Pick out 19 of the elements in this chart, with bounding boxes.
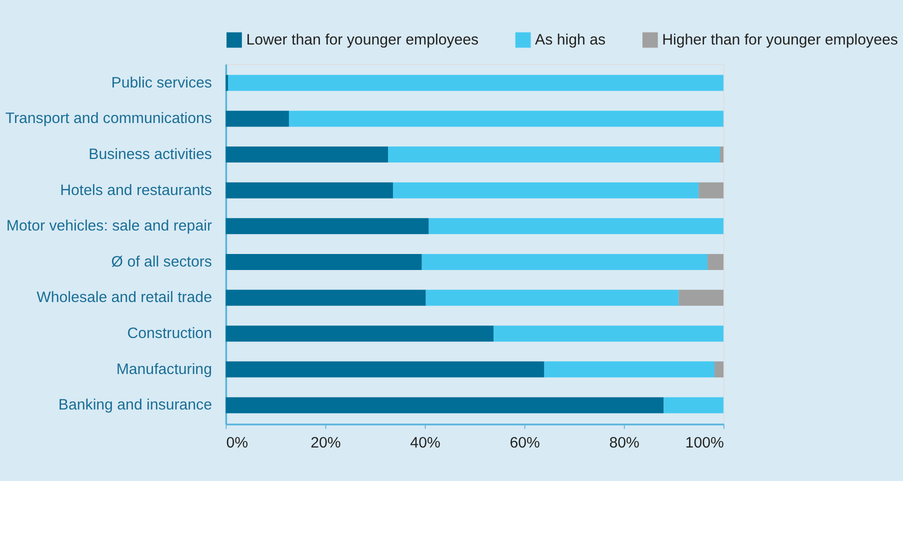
y-tick-label: Manufacturing — [116, 360, 212, 378]
y-tick-label: Wholesale and retail trade — [36, 289, 212, 306]
y-tick-label: Banking and insurance — [58, 396, 212, 414]
y-tick-label: Motor vehicles: sale and repair — [6, 218, 212, 235]
x-tick-label: 60% — [510, 434, 540, 452]
y-tick-label: Public services — [111, 74, 212, 92]
x-tick-label: 0% — [226, 434, 248, 452]
x-tick-label: 40% — [410, 434, 440, 452]
y-tick-label: Hotels and restaurants — [60, 182, 212, 199]
x-tick-label: 80% — [609, 434, 640, 452]
y-tick-label: Business activities — [88, 146, 212, 163]
x-tick-label: 20% — [310, 434, 341, 452]
legend-label: Higher than for younger employees — [662, 31, 898, 48]
legend-label: Lower than for younger employees — [246, 31, 479, 48]
y-tick-label: Transport and communications — [5, 110, 212, 128]
legend-label: As high as — [535, 31, 606, 48]
y-tick-label: Ø of all sectors — [111, 253, 212, 270]
x-tick-label: 100% — [685, 434, 724, 452]
y-tick-label: Construction — [127, 325, 212, 342]
